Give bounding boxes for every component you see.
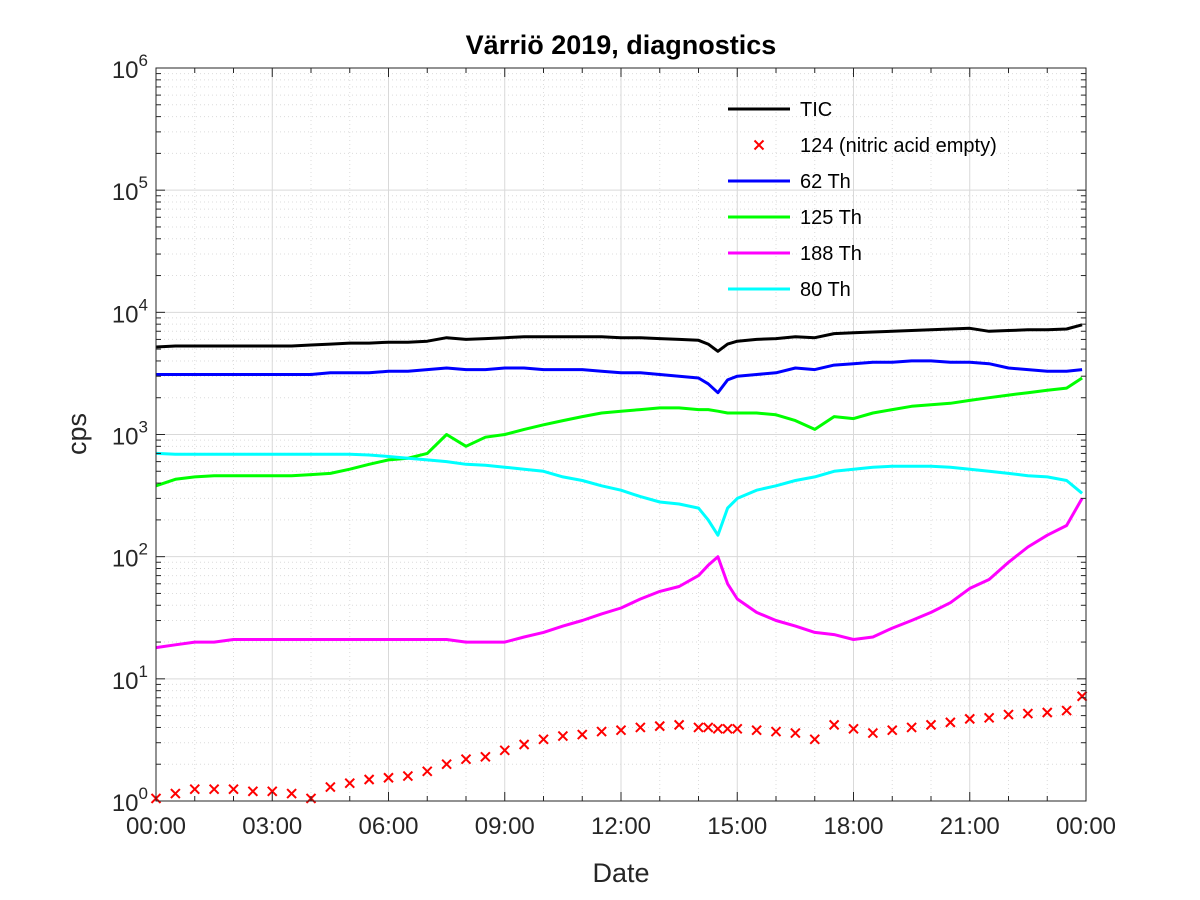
series-marker-124-nitric-acid-empty: [325, 781, 336, 793]
series-marker-124-nitric-acid-empty: [673, 719, 685, 731]
series-marker-124-nitric-acid-empty: [1022, 708, 1034, 719]
x-tick-label: 00:00: [126, 813, 186, 840]
series-marker-124-nitric-acid-empty: [538, 734, 549, 745]
series-marker-124-nitric-acid-empty: [441, 759, 452, 770]
y-axis-title: cps: [62, 413, 92, 455]
series-marker-124-nitric-acid-empty: [770, 726, 782, 737]
series-marker-124-nitric-acid-empty: [712, 723, 724, 734]
series-marker-124-nitric-acid-empty: [615, 724, 627, 736]
series-line-80-th: [155, 451, 1084, 537]
x-axis-title: Date: [592, 858, 649, 888]
legend: TIC 124 (nitric acid empty) 62 Th 125 Th 188…: [728, 99, 997, 301]
series-marker-124-nitric-acid-empty: [635, 722, 646, 733]
series-marker-124-nitric-acid-empty: [693, 722, 704, 733]
y-tick-label: 106: [112, 51, 148, 84]
y-tick-label: 100: [112, 784, 148, 817]
series-marker-124-nitric-acid-empty: [267, 786, 278, 797]
series-marker-124-nitric-acid-empty: [557, 730, 569, 742]
x-tick-label: 03:00: [242, 813, 302, 840]
x-tick-label: 06:00: [358, 813, 418, 840]
x-tick-label: 21:00: [940, 813, 1000, 840]
legend-label: TIC: [800, 99, 832, 121]
series-marker-124-nitric-acid-empty: [1076, 691, 1088, 702]
y-tick-label: 102: [112, 540, 148, 573]
series-marker-124-nitric-acid-empty: [170, 788, 181, 799]
series-marker-124-nitric-acid-empty: [518, 739, 530, 750]
legend-label: 80 Th: [800, 279, 851, 301]
series-marker-124-nitric-acid-empty: [480, 751, 491, 763]
series-marker-124-nitric-acid-empty: [732, 723, 743, 734]
series-marker-124-nitric-acid-empty: [751, 724, 762, 736]
series-line-188-th: [155, 497, 1084, 650]
series-marker-124-nitric-acid-empty: [867, 727, 879, 739]
x-tick-label: 00:00: [1056, 813, 1116, 840]
y-tick-label: 103: [112, 418, 148, 451]
chart-title: Värriö 2019, diagnostics: [466, 30, 777, 60]
legend-label: 124 (nitric acid empty): [800, 135, 997, 157]
series-marker-124-nitric-acid-empty: [828, 719, 840, 731]
series-marker-124-nitric-acid-empty: [983, 712, 995, 723]
series-marker-124-nitric-acid-empty: [925, 719, 937, 731]
y-tick-labels: 100 101 102 103 104 105 106: [112, 51, 148, 817]
series-marker-124-nitric-acid-empty: [790, 727, 801, 739]
series-marker-124-nitric-acid-empty: [363, 774, 375, 785]
legend-label: 125 Th: [800, 207, 862, 229]
x-tick-label: 12:00: [591, 813, 651, 840]
series-marker-124-nitric-acid-empty: [189, 783, 200, 795]
series-marker-124-nitric-acid-empty: [945, 717, 956, 728]
legend-swatch: [753, 139, 765, 151]
series-marker-124-nitric-acid-empty: [286, 788, 297, 799]
series-marker-124-nitric-acid-empty: [702, 722, 714, 733]
x-tick-labels: 00:00 03:00 06:00 09:00 12:00 15:00 18:00 21:00…: [126, 813, 1116, 840]
x-tick-label: 18:00: [823, 813, 883, 840]
x-tick-label: 09:00: [475, 813, 535, 840]
y-tick-label: 104: [112, 295, 148, 328]
series-marker-124-nitric-acid-empty: [596, 726, 607, 737]
series-marker-124-nitric-acid-empty: [1061, 705, 1072, 716]
series-marker-124-nitric-acid-empty: [460, 753, 472, 765]
series-layer: [150, 323, 1088, 804]
series-marker-124-nitric-acid-empty: [964, 713, 975, 725]
series-marker-124-nitric-acid-empty: [887, 724, 898, 736]
series-marker-124-nitric-acid-empty: [1042, 707, 1053, 718]
series-marker-124-nitric-acid-empty: [1003, 709, 1014, 720]
series-marker-124-nitric-acid-empty: [208, 783, 220, 795]
series-line-tic: [155, 323, 1083, 353]
series-marker-124-nitric-acid-empty: [422, 766, 433, 777]
x-tick-label: 15:00: [707, 813, 767, 840]
series-marker-124-nitric-acid-empty: [848, 723, 859, 734]
series-marker-124-nitric-acid-empty: [654, 720, 665, 732]
axis-ticks: [155, 67, 1087, 802]
series-marker-124-nitric-acid-empty: [383, 772, 394, 783]
series-line-62-th: [156, 359, 1083, 395]
series-marker-124-nitric-acid-empty: [247, 786, 259, 797]
series-marker-124-nitric-acid-empty: [228, 783, 239, 795]
series-marker-124-nitric-acid-empty: [906, 722, 917, 733]
legend-label: 188 Th: [800, 243, 862, 265]
series-marker-124-nitric-acid-empty: [809, 734, 820, 745]
series-line-125-th: [155, 376, 1083, 488]
legend-label: 62 Th: [800, 171, 851, 193]
series-marker-124-nitric-acid-empty: [499, 745, 510, 756]
series-marker-124-nitric-acid-empty: [577, 729, 588, 740]
series-marker-124-nitric-acid-empty: [402, 770, 414, 782]
series-marker-124-nitric-acid-empty: [722, 723, 733, 734]
y-tick-label: 105: [112, 173, 148, 206]
y-tick-label: 101: [112, 662, 148, 695]
series-marker-124-nitric-acid-empty: [344, 777, 355, 789]
